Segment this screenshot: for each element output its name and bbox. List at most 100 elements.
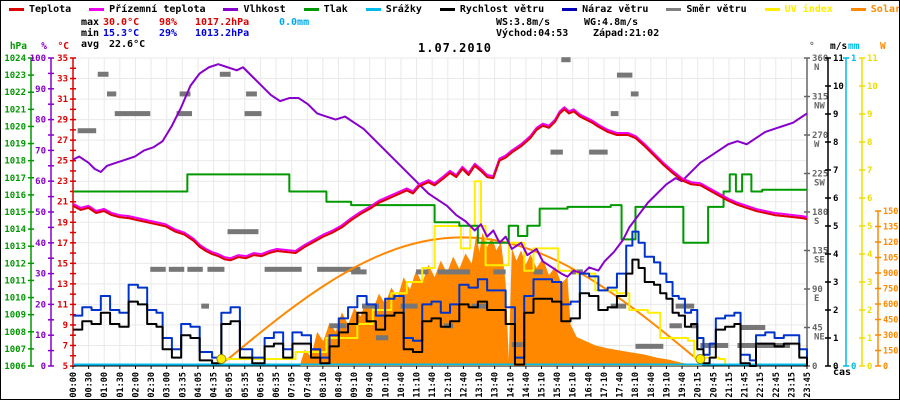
series-rychlost — [73, 258, 808, 367]
svg-text:27: 27 — [57, 136, 68, 146]
svg-text:900: 900 — [883, 269, 898, 279]
series-tlak — [73, 173, 807, 244]
svg-text:04:05: 04:05 — [194, 372, 204, 398]
legend-item: Rychlost větru — [439, 4, 545, 15]
stat-min-temp: 15.3°C — [103, 28, 140, 39]
svg-text:22:15: 22:15 — [756, 372, 766, 398]
legend-label: Směr větru — [686, 4, 747, 15]
svg-text:5: 5 — [833, 222, 838, 232]
legend-swatch-icon — [9, 8, 24, 11]
svg-text:16:40: 16:40 — [584, 372, 594, 398]
svg-text:1007: 1007 — [4, 345, 26, 355]
legend-label: Teplota — [29, 4, 72, 15]
svg-text:1010: 1010 — [4, 294, 26, 304]
svg-text:21: 21 — [57, 198, 68, 208]
svg-text:22:45: 22:45 — [772, 372, 782, 398]
svg-text:135: 135 — [812, 247, 828, 257]
legend-item: Náraz větru — [562, 4, 648, 15]
svg-text:9: 9 — [63, 321, 68, 331]
legend-item: Teplota — [9, 4, 71, 15]
svg-text:1022: 1022 — [4, 88, 26, 98]
svg-text:600: 600 — [883, 300, 898, 310]
svg-text:20:15: 20:15 — [694, 372, 704, 398]
legend-swatch-icon — [365, 8, 381, 11]
svg-text:12:10: 12:10 — [444, 372, 454, 398]
svg-text:13: 13 — [57, 280, 68, 290]
legend-label: Rychlost větru — [459, 4, 545, 15]
svg-text:1012: 1012 — [4, 259, 26, 269]
svg-text:14:10: 14:10 — [506, 372, 516, 398]
svg-text:02:30: 02:30 — [147, 372, 157, 398]
legend-label: Srážky — [385, 4, 422, 15]
svg-text:05:35: 05:35 — [241, 372, 251, 398]
svg-text:100: 100 — [30, 54, 46, 64]
svg-text:E: E — [814, 294, 819, 304]
svg-text:08:40: 08:40 — [334, 372, 344, 398]
svg-text:1016: 1016 — [4, 191, 26, 201]
svg-text:07:40: 07:40 — [303, 372, 313, 398]
svg-text:04:35: 04:35 — [210, 372, 220, 398]
svg-text:2: 2 — [833, 306, 838, 316]
svg-text:19:40: 19:40 — [678, 372, 688, 398]
svg-text:13:10: 13:10 — [475, 372, 485, 398]
x-axis: 00:00 00:30 01:00 01:30 02:00 02:30 03:00 03:35… — [69, 365, 813, 398]
svg-text:3: 3 — [833, 278, 838, 288]
svg-text:10: 10 — [35, 331, 46, 341]
svg-text:11:40: 11:40 — [428, 372, 438, 398]
chart-date-title: 1.07.2010 — [418, 41, 493, 55]
svg-text:9: 9 — [867, 110, 872, 120]
svg-text:15: 15 — [57, 259, 68, 269]
svg-text:1008: 1008 — [4, 328, 26, 338]
legend-item: Solar — [850, 4, 900, 15]
svg-text:10:40: 10:40 — [397, 372, 407, 398]
svg-text:19:10: 19:10 — [662, 372, 672, 398]
svg-text:20:45: 20:45 — [709, 372, 719, 398]
svg-text:90: 90 — [35, 85, 46, 95]
svg-text:03:35: 03:35 — [178, 372, 188, 398]
stat-max-pressure: 1017.2hPa — [195, 17, 250, 28]
legend-label: Solar — [870, 4, 900, 15]
svg-text:9: 9 — [833, 110, 838, 120]
svg-text:10: 10 — [833, 82, 844, 92]
svg-text:1: 1 — [851, 54, 856, 64]
svg-text:40: 40 — [35, 239, 46, 249]
svg-text:16:10: 16:10 — [569, 372, 579, 398]
svg-text:m/s: m/s — [830, 41, 847, 52]
svg-text:18:40: 18:40 — [647, 372, 657, 398]
svg-text:3: 3 — [867, 278, 872, 288]
svg-text:W: W — [814, 140, 820, 150]
svg-text:90: 90 — [812, 285, 823, 295]
stat-wind-gust-max: WG:4.8m/s — [584, 17, 639, 28]
svg-text:1020: 1020 — [4, 122, 26, 132]
svg-text:N: N — [814, 63, 819, 73]
svg-text:08:10: 08:10 — [319, 372, 329, 398]
stat-min-humidity: 29% — [159, 28, 178, 39]
svg-text:0: 0 — [851, 362, 856, 372]
svg-text:15:10: 15:10 — [538, 372, 548, 398]
svg-text:W: W — [880, 41, 886, 52]
svg-text:15:40: 15:40 — [553, 372, 563, 398]
svg-text:7: 7 — [63, 341, 68, 351]
series-uv — [73, 180, 807, 366]
svg-text:0: 0 — [41, 362, 46, 372]
svg-text:0: 0 — [833, 362, 838, 372]
svg-text:hPa: hPa — [10, 41, 27, 52]
legend-swatch-icon — [764, 8, 780, 11]
legend-swatch-icon — [223, 8, 239, 11]
svg-text:°C: °C — [58, 41, 70, 52]
legend-label: Tlak — [323, 4, 348, 15]
svg-text:1: 1 — [833, 334, 838, 344]
svg-text:14:40: 14:40 — [522, 372, 532, 398]
svg-text:1015: 1015 — [4, 208, 26, 218]
svg-text:1013: 1013 — [4, 242, 26, 252]
svg-text:1024: 1024 — [4, 54, 26, 64]
legend-label: Náraz větru — [582, 4, 649, 15]
svg-text:50: 50 — [35, 208, 46, 218]
legend-label: Přízemní teplota — [109, 4, 206, 15]
svg-text:°: ° — [809, 41, 815, 52]
svg-text:05:05: 05:05 — [225, 372, 235, 398]
svg-text:09:40: 09:40 — [366, 372, 376, 398]
svg-text:1017: 1017 — [4, 174, 26, 184]
svg-text:7: 7 — [867, 166, 872, 176]
svg-text:00:00: 00:00 — [69, 372, 79, 398]
